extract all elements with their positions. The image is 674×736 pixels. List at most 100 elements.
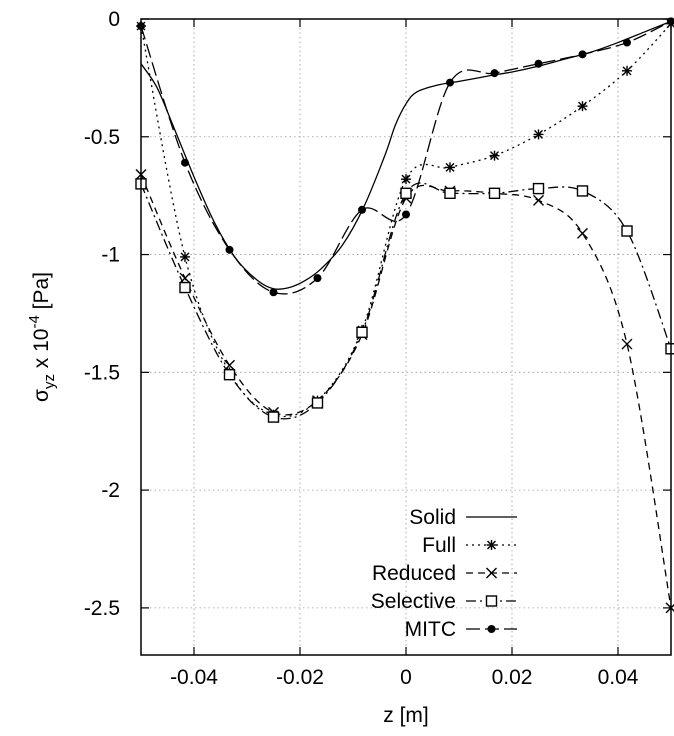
y-axis-label-main: σ	[30, 389, 53, 402]
x-tick-label: 0	[400, 666, 412, 689]
data-point-selective	[444, 187, 456, 200]
y-axis-label: σyz x 10-4 [Pa]	[26, 272, 58, 402]
data-point-mitc	[180, 158, 189, 167]
data-point-selective	[356, 326, 368, 338]
data-point-reduced-stroke	[621, 338, 633, 350]
y-tick-label: -0.5	[84, 126, 120, 149]
legend-marker-reduced-stroke	[486, 567, 497, 579]
data-point-selective	[400, 187, 412, 200]
data-point-selective-box	[444, 187, 456, 200]
data-point-full	[179, 251, 190, 262]
data-point-full-stroke	[534, 129, 543, 139]
legend-label-reduced: Reduced	[372, 562, 456, 585]
data-point-reduced	[224, 359, 236, 371]
data-point-selective	[621, 225, 633, 237]
data-point-full-stroke	[445, 162, 455, 172]
data-point-selective-box	[311, 397, 324, 409]
data-point-selective	[267, 411, 280, 423]
y-tick-label: 0	[108, 8, 120, 31]
data-point-mitc-dot	[358, 205, 367, 214]
data-point-mitc-dot	[534, 59, 543, 68]
legend-marker-full	[486, 540, 497, 550]
legend-label-selective: Selective	[371, 590, 456, 613]
data-point-full	[444, 162, 455, 173]
data-point-mitc	[623, 38, 632, 47]
data-point-selective	[311, 397, 324, 409]
data-point-selective-box	[576, 185, 589, 197]
y-axis-label-sub: yz	[41, 374, 58, 389]
data-point-selective-box	[665, 343, 674, 355]
data-point-reduced-stroke	[533, 194, 544, 206]
data-point-reduced-stroke	[224, 359, 236, 371]
data-point-mitc	[578, 50, 587, 59]
data-point-mitc	[445, 78, 454, 87]
data-point-reduced-stroke	[576, 227, 588, 239]
data-point-full	[489, 150, 500, 161]
legend-label-full: Full	[422, 534, 456, 557]
grid-lines	[141, 18, 671, 655]
data-point-mitc-dot	[180, 158, 189, 167]
data-point-mitc-dot	[490, 69, 499, 78]
data-point-selective-box	[532, 182, 545, 195]
data-point-mitc	[490, 69, 499, 78]
data-point-full-stroke	[622, 66, 632, 76]
data-point-mitc-dot	[578, 50, 587, 59]
data-point-mitc	[225, 245, 234, 254]
legend-marker-reduced	[486, 567, 497, 579]
series-line-solid	[140, 20, 672, 290]
y-tick-label: -1.5	[84, 361, 120, 384]
data-point-full	[533, 129, 544, 140]
y-tick-label: -2.5	[84, 597, 120, 620]
series-line-mitc	[140, 20, 672, 295]
data-point-full	[622, 65, 633, 76]
data-point-reduced	[179, 272, 191, 284]
legend-marker-mitc	[487, 625, 496, 633]
y-axis-label-mid: x 10	[30, 329, 53, 375]
x-tick-label: 0.04	[598, 666, 639, 689]
legend: Solid Full Reduced Selective MITC	[371, 506, 517, 641]
data-point-mitc	[313, 274, 322, 283]
data-point-selective-box	[488, 187, 501, 200]
data-point-selective-box	[267, 411, 280, 423]
series-line-reduced	[140, 174, 672, 608]
legend-label-mitc: MITC	[405, 618, 456, 641]
data-point-selective	[665, 343, 674, 355]
x-tick-label: -0.02	[276, 666, 324, 689]
legend-label-solid: Solid	[409, 506, 456, 529]
data-point-full-stroke	[180, 252, 190, 262]
data-point-selective	[223, 368, 236, 381]
data-point-mitc-dot	[402, 210, 410, 219]
x-tick-label: -0.04	[170, 666, 218, 689]
data-point-selective-box	[179, 281, 191, 294]
data-point-full-stroke	[401, 174, 411, 184]
data-point-mitc-dot	[313, 274, 322, 283]
data-point-selective-box	[400, 187, 412, 200]
data-point-selective	[532, 182, 545, 195]
y-axis-label-sup: -4	[26, 315, 43, 328]
data-point-selective	[179, 281, 191, 294]
data-point-mitc	[534, 59, 543, 68]
data-point-mitc-dot	[445, 78, 454, 87]
data-point-reduced	[621, 338, 633, 350]
data-point-selective-box	[621, 225, 633, 237]
data-point-mitc-dot	[269, 288, 278, 297]
legend-marker-mitc-dot	[487, 625, 496, 633]
data-point-mitc-dot	[623, 38, 632, 47]
y-tick-label: -2	[101, 479, 120, 502]
data-point-mitc	[269, 288, 278, 297]
data-point-reduced	[533, 194, 544, 206]
axis-ticks: -0.04 -0.02 0 0.02 0.04 0 -0.5 -1 -1.5 -2 -2.5	[84, 8, 671, 689]
data-point-reduced	[576, 227, 588, 239]
legend-marker-selective-box	[485, 595, 498, 607]
data-point-reduced-stroke	[179, 272, 191, 284]
y-axis-label-unit: [Pa]	[30, 272, 53, 315]
data-point-selective	[488, 187, 501, 200]
data-point-full-stroke	[577, 101, 587, 111]
series-line-full	[140, 23, 672, 418]
data-point-mitc	[402, 210, 410, 219]
data-point-mitc-dot	[225, 245, 234, 254]
data-point-mitc	[358, 205, 367, 214]
data-point-selective	[576, 185, 589, 197]
data-point-selective-box	[223, 368, 236, 381]
